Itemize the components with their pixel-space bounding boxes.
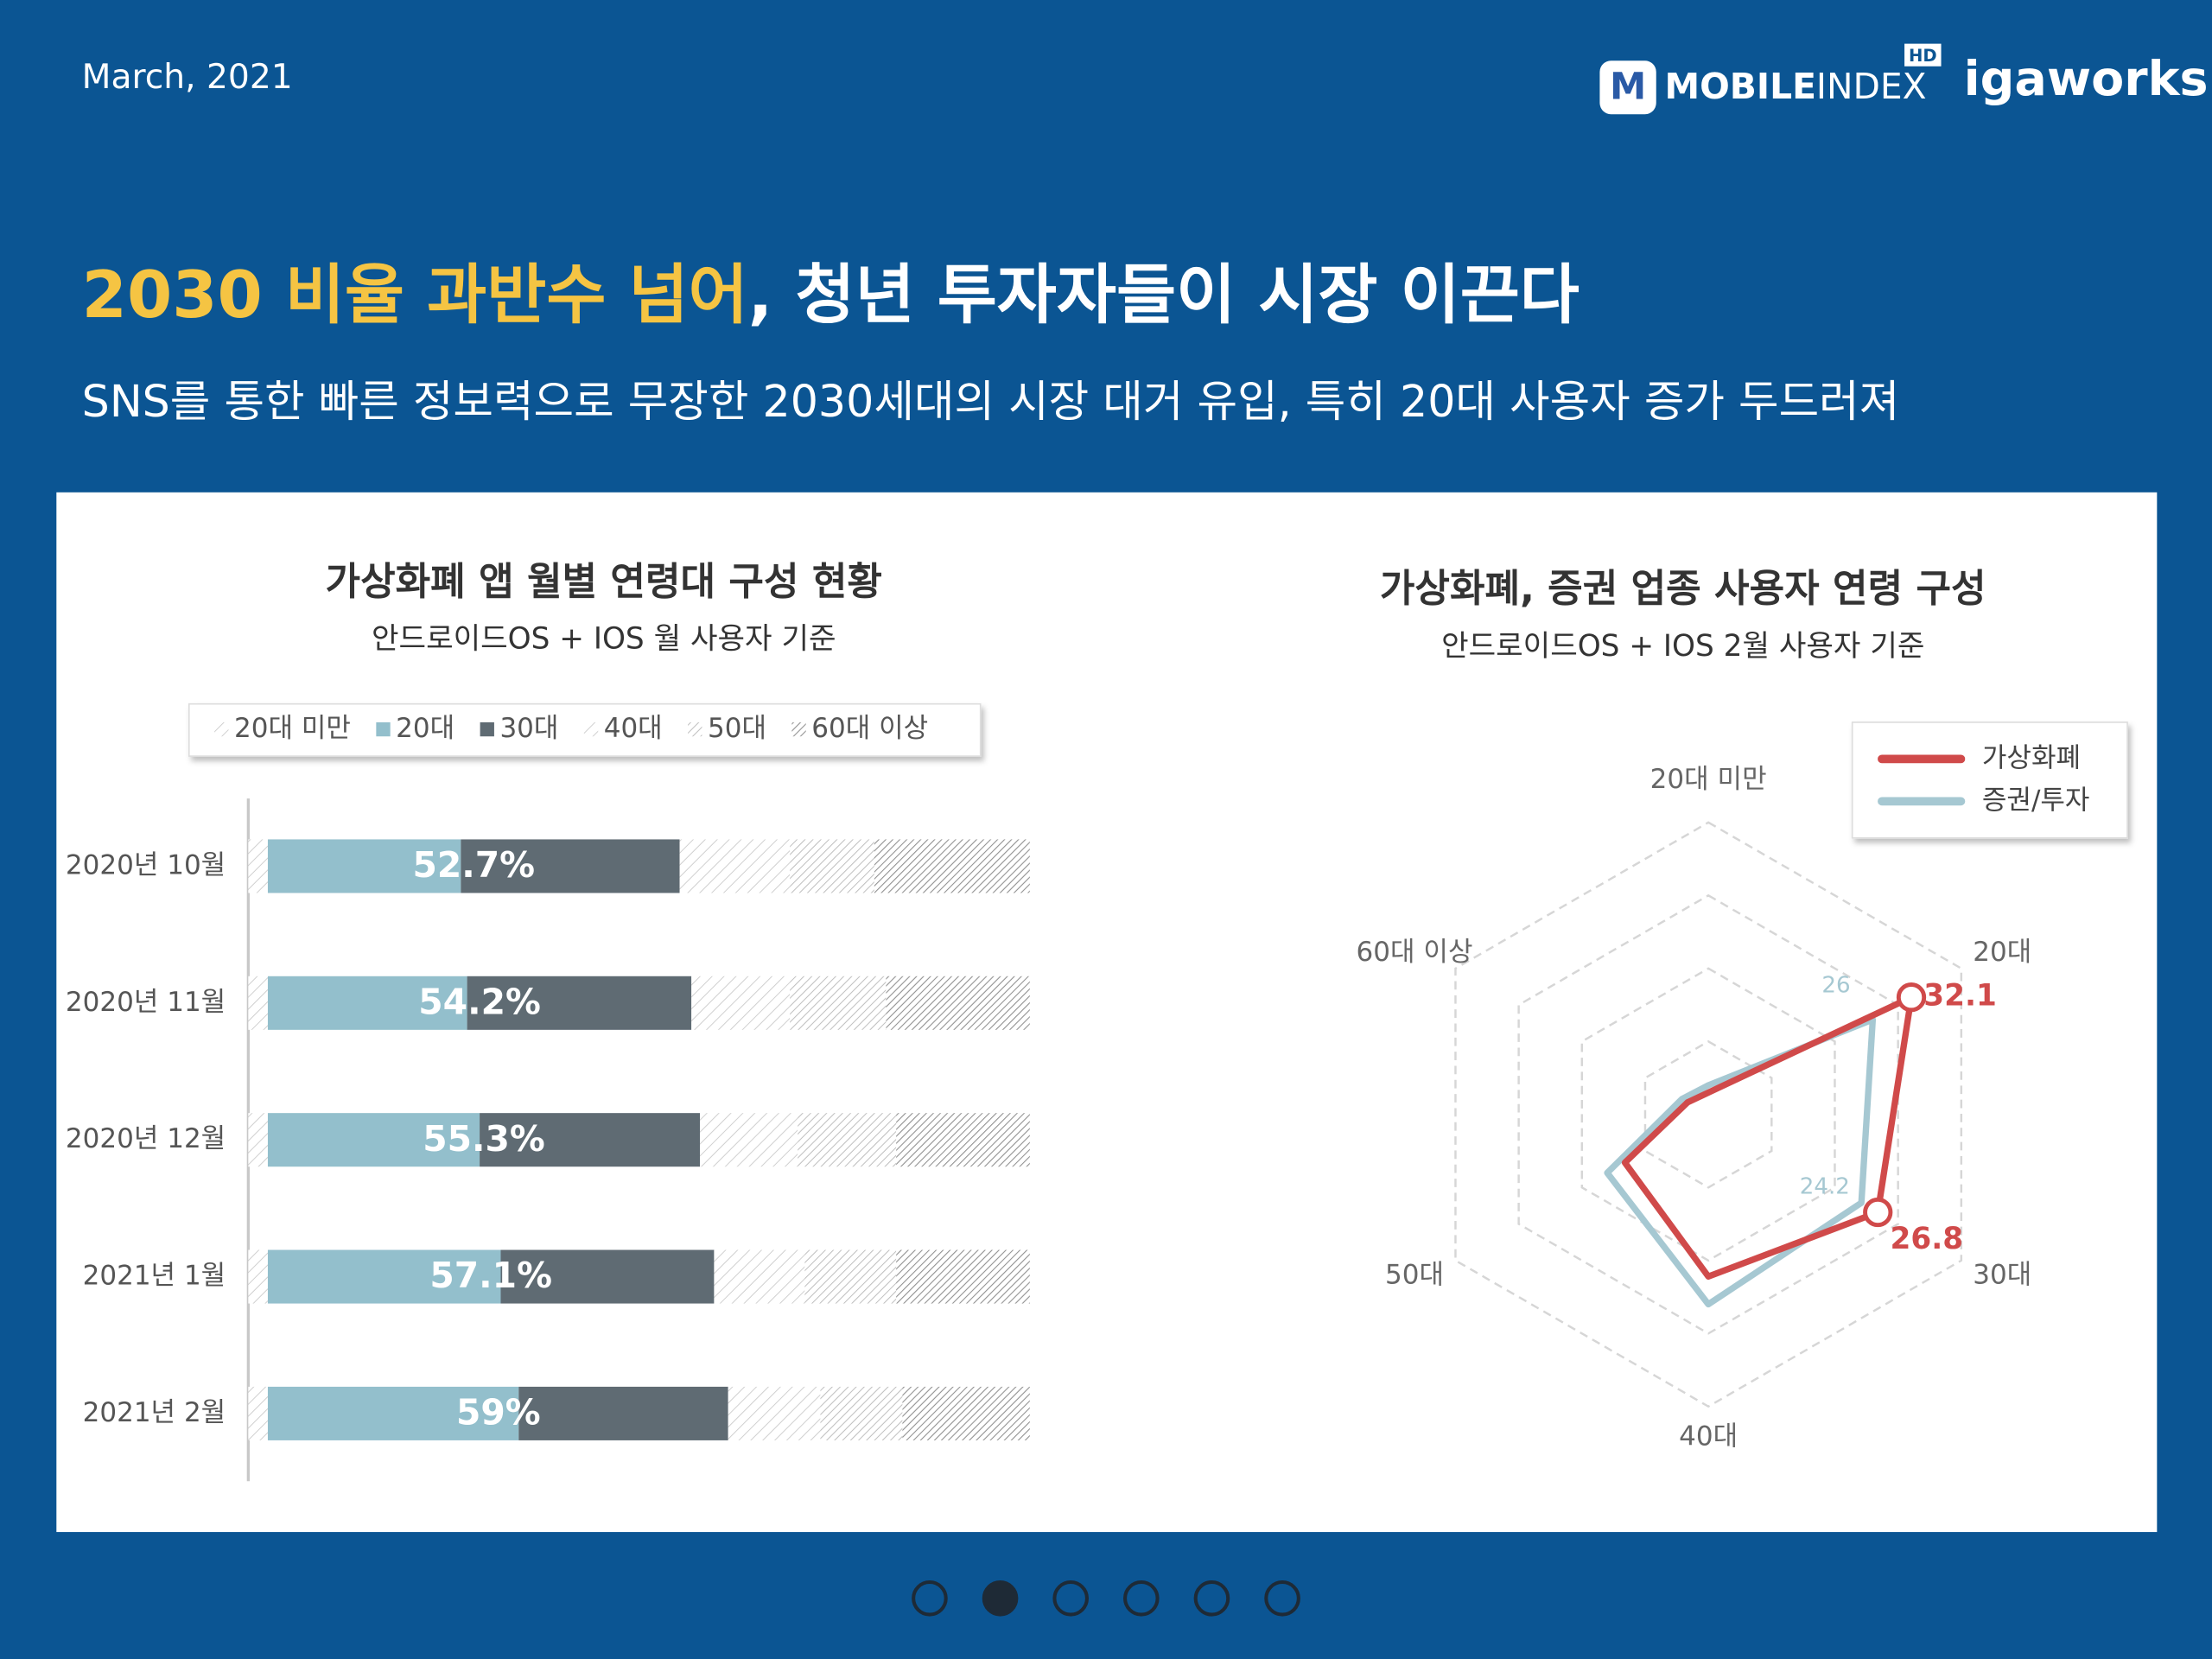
axis-label: 20대 미만 <box>1650 764 1767 795</box>
bar-segment <box>267 1249 501 1304</box>
page-dot[interactable] <box>982 1580 1019 1617</box>
bar-segment <box>691 976 791 1030</box>
brand: MOBILEINDEX <box>1665 66 1927 107</box>
data-label: 26 <box>1821 972 1850 998</box>
bar-segment <box>248 1113 268 1167</box>
bar-segment <box>700 1113 798 1167</box>
bar-segment <box>467 976 692 1030</box>
bar-segment <box>896 1113 1030 1167</box>
badge-box <box>1904 43 1942 67</box>
radar-chart: 가상화폐, 증권 업종 사용자 연령 구성 안드로이드OS + IOS 2월 사… <box>1357 567 2128 1452</box>
bar-segment <box>804 1249 897 1304</box>
grid-ring <box>1580 967 1836 1262</box>
bar-segment <box>886 976 1030 1030</box>
subtitle: SNS를 통한 빠른 정보력으로 무장한 2030세대의 시장 대거 유입, 특… <box>82 376 1900 427</box>
legend-label: 20대 미만 <box>234 713 351 744</box>
bar-segment <box>820 1386 903 1440</box>
legend-label: 60대 이상 <box>811 713 928 744</box>
date: March, 2021 <box>82 58 293 97</box>
legend-swatch <box>214 721 229 737</box>
data-label: 24.2 <box>1800 1174 1850 1200</box>
series-line <box>1604 1016 1877 1308</box>
legend-label: 30대 <box>499 713 558 744</box>
data-label: 57.1% <box>429 1255 552 1296</box>
chart-subtitle: 안드로이드OS + IOS 월 사용자 기준 <box>372 622 836 657</box>
point-marker <box>1896 982 1927 1013</box>
bar-segment <box>518 1386 728 1440</box>
bar-segment <box>902 1386 1030 1440</box>
legend-swatch <box>480 721 494 737</box>
logo-icon <box>1599 60 1656 115</box>
brand-light: INDEX <box>1816 66 1927 107</box>
chart-title: 가상화폐, 증권 업종 사용자 연령 구성 <box>1380 567 1986 611</box>
bar-segment <box>714 1249 805 1304</box>
page-dot[interactable] <box>1193 1580 1230 1617</box>
data-label: 52.7% <box>413 844 536 886</box>
chart-title: 가상화폐 앱 월별 연령대 구성 현황 <box>326 560 882 604</box>
y-tick-label: 2020년 12월 <box>66 1123 226 1154</box>
bar-segment <box>248 1386 268 1440</box>
chart-subtitle: 안드로이드OS + IOS 2월 사용자 기준 <box>1441 629 1924 664</box>
axis-label: 40대 <box>1679 1421 1738 1452</box>
legend-swatch <box>791 721 806 737</box>
axis-label: 50대 <box>1385 1260 1444 1291</box>
bar-segment <box>798 1113 897 1167</box>
legend-swatch <box>583 721 599 737</box>
data-label: 26.8 <box>1891 1222 1964 1256</box>
headline: 2030 비율 과반수 넘어, 청년 투자자들이 시장 이끈다 <box>82 257 1580 333</box>
bar-segment <box>267 1113 480 1167</box>
bar-segment <box>500 1249 715 1304</box>
bar-segment <box>790 839 874 893</box>
axis-label: 30대 <box>1973 1260 2031 1291</box>
bar-segment <box>267 839 461 893</box>
legend-box <box>1851 721 2128 839</box>
brand-bold: MOBILE <box>1665 66 1816 107</box>
y-tick-label: 2020년 11월 <box>66 987 226 1018</box>
legend-label: 가상화폐 <box>1982 742 2081 773</box>
bar-segment <box>461 839 680 893</box>
grid-ring <box>1454 821 1963 1408</box>
headline-rest: , 청년 투자자들이 시장 이끈다 <box>748 257 1580 333</box>
legend-swatch <box>376 721 391 737</box>
page-dot[interactable] <box>912 1580 948 1617</box>
legend-label: 증권/투자 <box>1982 785 2090 816</box>
bar-segment <box>874 839 1030 893</box>
data-label: 32.1 <box>1923 979 1997 1014</box>
data-label: 59% <box>456 1392 541 1433</box>
y-tick-label: 2021년 2월 <box>83 1397 226 1428</box>
point-marker <box>1863 1197 1893 1228</box>
legend-label: 20대 <box>396 713 454 744</box>
partner-logo: igaworks <box>1964 51 2209 107</box>
page-dot[interactable] <box>1123 1580 1160 1617</box>
legend-swatch <box>688 721 702 737</box>
bar-segment <box>790 976 887 1030</box>
logo-letter: M <box>1610 66 1646 108</box>
y-tick-label: 2020년 10월 <box>66 849 226 880</box>
bar-segment <box>728 1386 821 1440</box>
axis-label: 20대 <box>1973 937 2031 968</box>
pagination <box>912 1580 1300 1617</box>
bar-segment <box>267 976 467 1030</box>
data-label: 54.2% <box>418 981 541 1022</box>
grid-ring <box>1643 1039 1773 1189</box>
page-dot[interactable] <box>1264 1580 1300 1617</box>
legend-label: 40대 <box>604 713 663 744</box>
legend-label: 50대 <box>708 713 766 744</box>
data-label: 55.3% <box>423 1118 545 1160</box>
bar-chart: 가상화폐 앱 월별 연령대 구성 현황 안드로이드OS + IOS 월 사용자 … <box>66 560 1030 1482</box>
brand-badge: HD <box>1909 46 1937 66</box>
y-tick-label: 2021년 1월 <box>83 1261 226 1292</box>
bar-segment <box>248 1249 268 1304</box>
headline-highlight: 2030 비율 과반수 넘어 <box>82 257 748 333</box>
bar-segment <box>267 1386 519 1440</box>
bar-segment <box>248 976 268 1030</box>
bar-segment <box>679 839 791 893</box>
axis-label: 60대 이상 <box>1357 937 1473 968</box>
bar-segment <box>896 1249 1030 1304</box>
bar-segment <box>480 1113 701 1167</box>
page-dot[interactable] <box>1052 1580 1089 1617</box>
bar-segment <box>248 839 268 893</box>
